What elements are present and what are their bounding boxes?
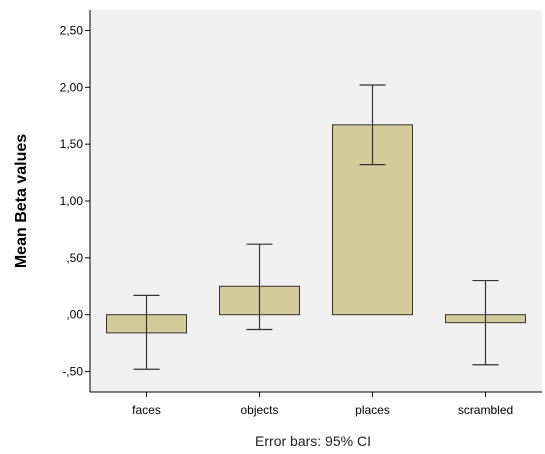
y-tick-label: 1,00 <box>60 194 84 208</box>
x-tick-label: scrambled <box>458 403 513 417</box>
x-tick-label: places <box>355 403 390 417</box>
y-tick-label: 2,00 <box>60 80 84 94</box>
error-bar-faces <box>133 294 160 370</box>
error-bar-objects <box>246 243 273 331</box>
x-tick-label: objects <box>240 403 278 417</box>
error-bar-scrambled <box>472 279 499 366</box>
y-tick-label: -,50 <box>62 365 83 379</box>
y-axis-title: Mean Beta values <box>13 134 30 268</box>
y-tick-label: ,00 <box>66 308 83 322</box>
x-axis: faces objects places scrambled <box>90 391 542 417</box>
plot-area <box>90 10 542 392</box>
error-bar-places <box>359 84 386 166</box>
y-tick-label: 2,50 <box>60 23 84 37</box>
y-tick-label: ,50 <box>66 251 83 265</box>
error-bars <box>133 84 499 370</box>
y-axis: -,50 ,00 ,50 1,00 1,50 2,00 2,50 <box>60 10 91 392</box>
error-bars-footnote: Error bars: 95% CI <box>255 433 371 449</box>
y-tick-label: 1,50 <box>60 137 84 151</box>
x-tick-label: faces <box>132 403 161 417</box>
